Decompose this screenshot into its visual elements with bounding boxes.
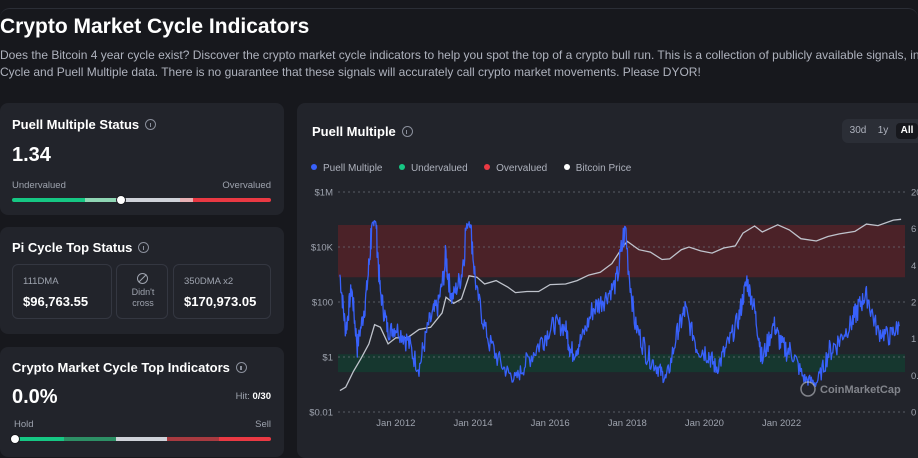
pi-350dma-box: 350DMA x2 $170,973.05 (173, 264, 271, 319)
cross-status-line-1: Didn't (131, 287, 155, 297)
top-indicators-title-text: Crypto Market Cycle Top Indicators (12, 360, 230, 375)
legend-dot-bitcoin-price (563, 164, 570, 170)
info-icon[interactable] (401, 126, 413, 137)
timeframe-tabs: 30d 1y All (842, 119, 918, 143)
no-cross-icon (137, 273, 148, 284)
gauge-segment-green (12, 198, 85, 202)
puell-overvalued-label: Overvalued (222, 180, 271, 191)
puell-status-title-text: Puell Multiple Status (12, 117, 140, 132)
legend-label-bitcoin-price: Bitcoin Price (575, 163, 632, 174)
legend-label-undervalued: Undervalued (410, 163, 468, 174)
page-title: Crypto Market Cycle Indicators (0, 15, 310, 38)
top-indicators-value: 0.0% (12, 386, 58, 408)
puell-status-title: Puell Multiple Status (12, 117, 157, 132)
info-icon[interactable] (145, 119, 157, 130)
puell-chart-title-text: Puell Multiple (312, 124, 396, 139)
gauge-segment-dark-green (63, 437, 116, 441)
puell-status-value: 1.34 (12, 144, 51, 166)
gauge-segment-dark-red (167, 437, 220, 441)
top-indicators-title: Crypto Market Cycle Top Indicators (12, 360, 247, 375)
legend-label-overvalued: Overvalued (496, 163, 548, 174)
hold-label: Hold (14, 419, 34, 430)
info-icon[interactable] (138, 242, 150, 253)
description-line-1: Does the Bitcoin 4 year cycle exist? Dis… (0, 48, 918, 62)
puell-chart-card: Puell Multiple 30d 1y All (297, 103, 918, 458)
tab-1y[interactable]: 1y (877, 125, 889, 136)
info-icon[interactable] (235, 362, 247, 373)
puell-status-card: Puell Multiple Status 1.34 Undervalued O… (0, 103, 284, 215)
puell-undervalued-label: Undervalued (12, 180, 66, 191)
gauge-segment-gray (115, 198, 181, 202)
gauge-segment-green (12, 437, 64, 441)
tab-all[interactable]: All (896, 123, 918, 139)
pi-cycle-title: Pi Cycle Top Status (12, 240, 150, 255)
pi-111dma-value: $96,763.55 (23, 294, 89, 309)
gauge-knob (10, 434, 20, 444)
sell-label: Sell (255, 419, 271, 430)
pi-350dma-value: $170,973.05 (184, 294, 257, 309)
hit-value: 0/30 (252, 391, 272, 402)
pi-111dma-label: 111DMA (23, 276, 59, 287)
gauge-segment-gray (115, 437, 168, 441)
legend-label-puell: Puell Multiple (323, 163, 383, 174)
top-indicators-gauge (10, 434, 271, 444)
legend-dot-puell (311, 164, 317, 170)
gauge-segment-light-green (84, 198, 116, 202)
page-description: Does the Bitcoin 4 year cycle exist? Dis… (0, 47, 918, 81)
cross-status-text: Didn't cross (117, 287, 169, 309)
legend-dot-undervalued (398, 164, 405, 170)
puell-status-gauge (12, 195, 271, 205)
legend-item-overvalued[interactable]: Overvalued (484, 163, 547, 174)
pi-cycle-title-text: Pi Cycle Top Status (12, 240, 133, 255)
legend-dot-overvalued (484, 164, 491, 170)
hit-label: Hit: (235, 391, 250, 402)
puell-chart-title: Puell Multiple (312, 124, 413, 139)
description-line-2: Cycle and Puell Multiple data. There is … (0, 65, 701, 79)
gauge-knob (115, 195, 126, 205)
gauge-segment-red (193, 198, 271, 202)
pi-111dma-box: 111DMA $96,763.55 (12, 264, 112, 319)
chart-legend: Puell Multiple Undervalued Overvalued Bi… (311, 158, 643, 174)
tab-30d[interactable]: 30d (849, 125, 867, 136)
legend-item-undervalued[interactable]: Undervalued (398, 163, 468, 174)
cross-status-line-2: cross (132, 298, 154, 308)
legend-item-puell[interactable]: Puell Multiple (311, 163, 382, 174)
pi-350dma-label: 350DMA x2 (184, 276, 234, 287)
hit-counter: Hit: 0/30 (236, 391, 271, 402)
gauge-segment-light-red (180, 198, 194, 202)
gauge-segment-red (219, 437, 271, 441)
pi-cross-status-box: Didn't cross (116, 264, 168, 319)
top-indicators-card: Crypto Market Cycle Top Indicators 0.0% … (0, 347, 284, 457)
legend-item-bitcoin-price[interactable]: Bitcoin Price (563, 163, 632, 174)
